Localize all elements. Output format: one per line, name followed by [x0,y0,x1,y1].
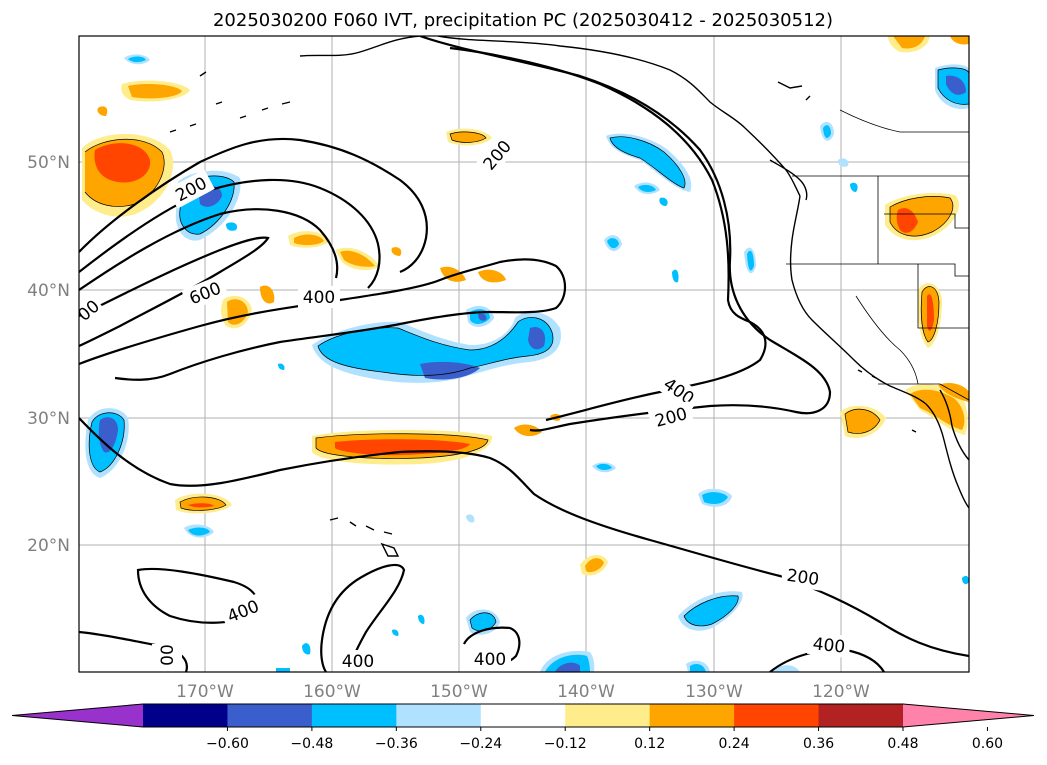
political-borders [786,109,969,401]
longitude-labels: 170°W 160°W 150°W 140°W 130°W 120°W [176,682,870,702]
colorbar-segment [734,704,820,727]
alaska-peninsula-coast [299,36,421,57]
ivt-contour-200-north [79,137,428,274]
lon-label-120w: 120°W [812,682,870,702]
colorbar-extend-low [12,704,143,727]
colorbar-tick-label: 0.48 [887,736,918,752]
ivt-contour-600 [79,236,270,348]
colorbar-segment [227,704,313,727]
contour-label-400-south-1: 400 [342,652,374,672]
colorbar-tick-label: −0.36 [375,736,418,752]
colorbar-tick-label: −0.12 [544,736,587,752]
alaska-inland-lakes [777,81,811,101]
alaska-yukon-border [839,109,969,133]
channel-islands [857,369,917,433]
precip-pc-outlines [84,67,969,632]
colorbar-extend-high [903,704,1034,727]
colorbar-outline [11,703,1035,728]
figure-title: 2025030200 F060 IVT, precipitation PC (2… [213,10,833,31]
california-nevada-border [855,295,919,385]
us-mexico-border [878,383,969,401]
lat-label-50n: 50°N [27,153,70,173]
lat-label-40n: 40°N [27,281,70,301]
latitude-labels: 50°N 40°N 30°N 20°N [27,153,70,556]
colorbar-tick-label: 0.24 [719,736,750,752]
colorbar-segment [396,704,482,727]
ivt-contour-400-south-1b [320,639,327,672]
colorbar-segment [649,704,735,727]
vancouver-island [769,159,808,201]
map-panel: 200 200 600 400 400 200 200 400 400 400 … [74,35,970,673]
lon-label-160w: 160°W [303,682,361,702]
contour-label-200-south: 200 [785,566,820,590]
colorbar-segment [480,704,566,727]
contour-label-fragment-southwest: 00 [158,644,178,666]
ivt-contour-400b [79,208,339,291]
state-border-2 [884,213,969,229]
colorbar-segment [143,704,228,727]
graticule [79,36,969,672]
colorbar-tick-label: 0.36 [803,736,834,752]
contour-label-400-south-2: 400 [474,650,506,670]
positive-fill-nw-blob [82,134,174,217]
aleutian-islands [169,71,291,133]
ivt-contour-200-south [79,417,969,658]
ivt-contour-400-south-1 [320,563,406,672]
colorbar-tick-label: −0.60 [206,736,249,752]
negative-fill-far-northeast [935,64,969,110]
lat-label-20n: 20°N [27,536,70,556]
lon-label-150w: 150°W [430,682,488,702]
colorbar-segment [311,704,397,727]
contour-label-400-jet: 400 [303,288,335,308]
colorbar-tick-label: 0.12 [634,736,665,752]
ivt-contour-400-north [79,178,381,289]
gulf-of-california-coast [939,389,969,461]
colorbar-tick-label: −0.48 [290,736,333,752]
coastlines [169,36,969,557]
negative-fill-west-south [85,408,214,538]
colorbar-tick-label: −0.24 [459,736,502,752]
negative-fill-central-band [278,305,561,383]
lon-label-140w: 140°W [557,682,615,702]
contour-label-400-southeast: 400 [812,634,846,657]
us-west-coast [789,195,969,509]
map-frame [78,35,970,673]
colorbar: −0.60 −0.48 −0.36 −0.24 −0.12 0.12 0.24 0.36 0.4… [11,703,1035,752]
lon-label-170w: 170°W [176,682,234,702]
hawaiian-islands [329,517,400,557]
colorbar-segment [818,704,904,727]
ivt-contour-400-jet [79,258,567,381]
colorbar-tick-label: 0.60 [972,736,1003,752]
colorbar-segment [565,704,651,727]
nevada-border [917,264,969,329]
lat-label-30n: 30°N [27,409,70,429]
oregon-california-border [786,263,969,277]
lon-label-130w: 130°W [685,682,743,702]
positive-fill-small-north [97,80,190,116]
negative-fill-northeast-pacific [604,121,858,283]
